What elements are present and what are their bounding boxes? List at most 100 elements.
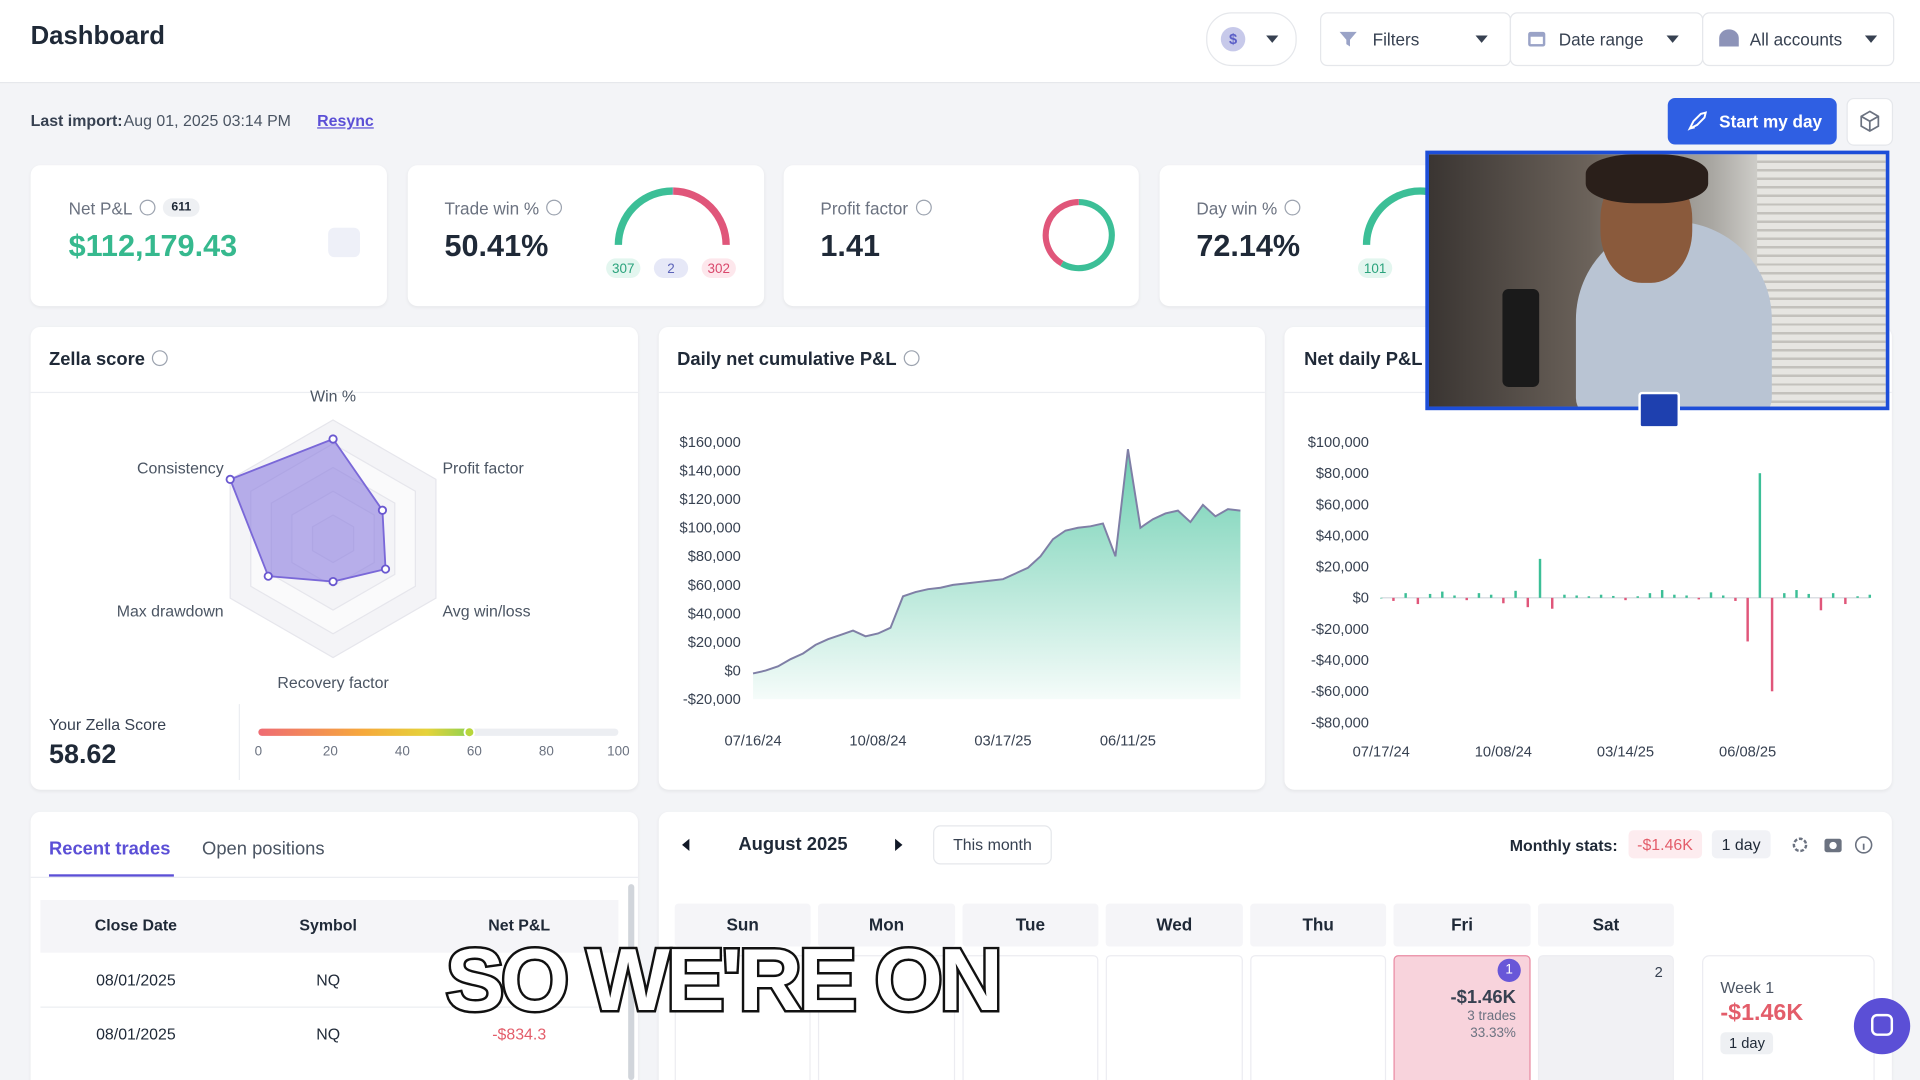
y-tick-label: $0: [724, 664, 740, 680]
divider: [658, 391, 1265, 394]
tab-underline: [48, 874, 174, 877]
bar: [1599, 594, 1603, 598]
profit-factor-card: [783, 165, 1139, 307]
rocket-icon: [1687, 111, 1708, 131]
column-header: Net P&L: [488, 915, 551, 935]
day-cell: [1537, 955, 1674, 1080]
bar: [1722, 595, 1725, 598]
y-tick-label: -$20,000: [683, 692, 741, 708]
bar: [1441, 591, 1444, 598]
y-tick-label: $160,000: [680, 435, 741, 451]
bar: [1648, 593, 1652, 598]
trade-win-card: [407, 165, 765, 307]
x-tick-label: 06/11/25: [1100, 734, 1156, 750]
daily-title: Net daily P&L: [1304, 348, 1423, 370]
radar-point: [380, 564, 391, 574]
page-title: Dashboard: [30, 22, 165, 51]
microphone: [1502, 288, 1540, 387]
bar: [1587, 596, 1591, 598]
info-icon: [903, 350, 920, 367]
gauge-count: 2: [667, 261, 674, 276]
zella-title-text: Zella score: [48, 348, 145, 370]
import-label: Last import:: [30, 111, 123, 130]
y-tick-label: $20,000: [688, 635, 741, 651]
bar: [1489, 594, 1493, 598]
day-cell: [674, 955, 811, 1080]
bar: [1514, 590, 1517, 598]
y-tick-label: $20,000: [1316, 560, 1369, 576]
bar: [1844, 597, 1847, 605]
video-caption: SO WE'RE ON: [443, 929, 1005, 1032]
tab-recent[interactable]: Recent trades: [48, 838, 171, 860]
net-pnl-label: Net P&L: [69, 198, 156, 218]
weekday: Fri: [1393, 903, 1531, 947]
date-range-label: Date range: [1558, 29, 1644, 49]
y-tick-label: $60,000: [688, 578, 741, 594]
radar-point: [328, 434, 338, 444]
chat-icon: [1871, 1013, 1894, 1036]
this-month-button[interactable]: This month: [933, 825, 1052, 865]
bar: [1636, 596, 1639, 598]
divider: [30, 876, 638, 878]
y-tick-label: -$60,000: [1311, 684, 1369, 700]
divider: [40, 1006, 619, 1008]
account-icon: [1719, 29, 1739, 47]
y-tick-label: $60,000: [1316, 497, 1369, 513]
zella-title: Zella score: [48, 348, 169, 370]
y-tick-label: $0: [1353, 591, 1369, 607]
gauge-count: 101: [1364, 261, 1386, 276]
weekday: Sat: [1537, 903, 1674, 947]
y-tick-label: $100,000: [680, 521, 741, 537]
webcam-overlay: [1425, 150, 1890, 411]
x-tick-label: 07/16/24: [724, 734, 781, 750]
radar-label: Win %: [310, 389, 356, 406]
radar-point: [225, 474, 235, 484]
weekday: Tue: [962, 903, 1099, 947]
cube-button[interactable]: [1846, 97, 1894, 146]
bar: [1538, 558, 1542, 598]
donut-profit: [1060, 198, 1115, 272]
chat-launcher[interactable]: [1853, 997, 1911, 1055]
start-day-button[interactable]: Start my day: [1667, 97, 1837, 145]
day-cell: [1250, 955, 1387, 1080]
x-tick-label: 03/17/25: [974, 734, 1031, 750]
tab-open[interactable]: Open positions: [202, 838, 325, 860]
monthly-stats-value: -$1.46K: [1628, 830, 1702, 859]
profit-factor-label: Profit factor: [820, 198, 932, 218]
bar: [1380, 597, 1383, 599]
area-fill: [753, 449, 1241, 700]
bar: [1868, 594, 1872, 598]
calendar-tools[interactable]: [1790, 835, 1876, 855]
trade-date: 08/01/2025: [96, 1024, 176, 1044]
filters-button[interactable]: Filters: [1320, 12, 1512, 67]
table-header: [40, 900, 619, 953]
radar-label: Consistency: [137, 460, 224, 477]
score-tick-label: 20: [323, 744, 338, 759]
bar: [1770, 597, 1774, 692]
bar: [1746, 597, 1749, 642]
y-tick-label: $120,000: [680, 492, 741, 508]
bar: [1453, 595, 1456, 598]
day-win-label-text: Day win %: [1196, 198, 1278, 218]
score-tick-label: 100: [607, 744, 629, 759]
info-icon: [1284, 199, 1301, 216]
weekday: Thu: [1250, 903, 1387, 947]
scrollbar[interactable]: [628, 884, 635, 1080]
prev-month[interactable]: [680, 838, 692, 853]
day-trades: 3 trades: [1467, 1008, 1516, 1024]
next-month[interactable]: [893, 838, 905, 853]
bar: [1575, 595, 1578, 598]
chat-icon-button[interactable]: [328, 227, 361, 258]
currency-select[interactable]: $: [1206, 12, 1297, 67]
bar: [1831, 593, 1835, 598]
accounts-button[interactable]: All accounts: [1702, 12, 1895, 67]
week-days: 1 day: [1720, 1032, 1774, 1055]
bar: [1502, 597, 1505, 604]
date-range-button[interactable]: Date range: [1509, 12, 1704, 67]
y-tick-label: -$40,000: [1311, 653, 1369, 669]
bar: [1685, 595, 1688, 598]
bar: [1392, 597, 1395, 601]
resync-link[interactable]: Resync: [317, 111, 374, 130]
x-tick-label: 10/08/24: [849, 734, 906, 750]
